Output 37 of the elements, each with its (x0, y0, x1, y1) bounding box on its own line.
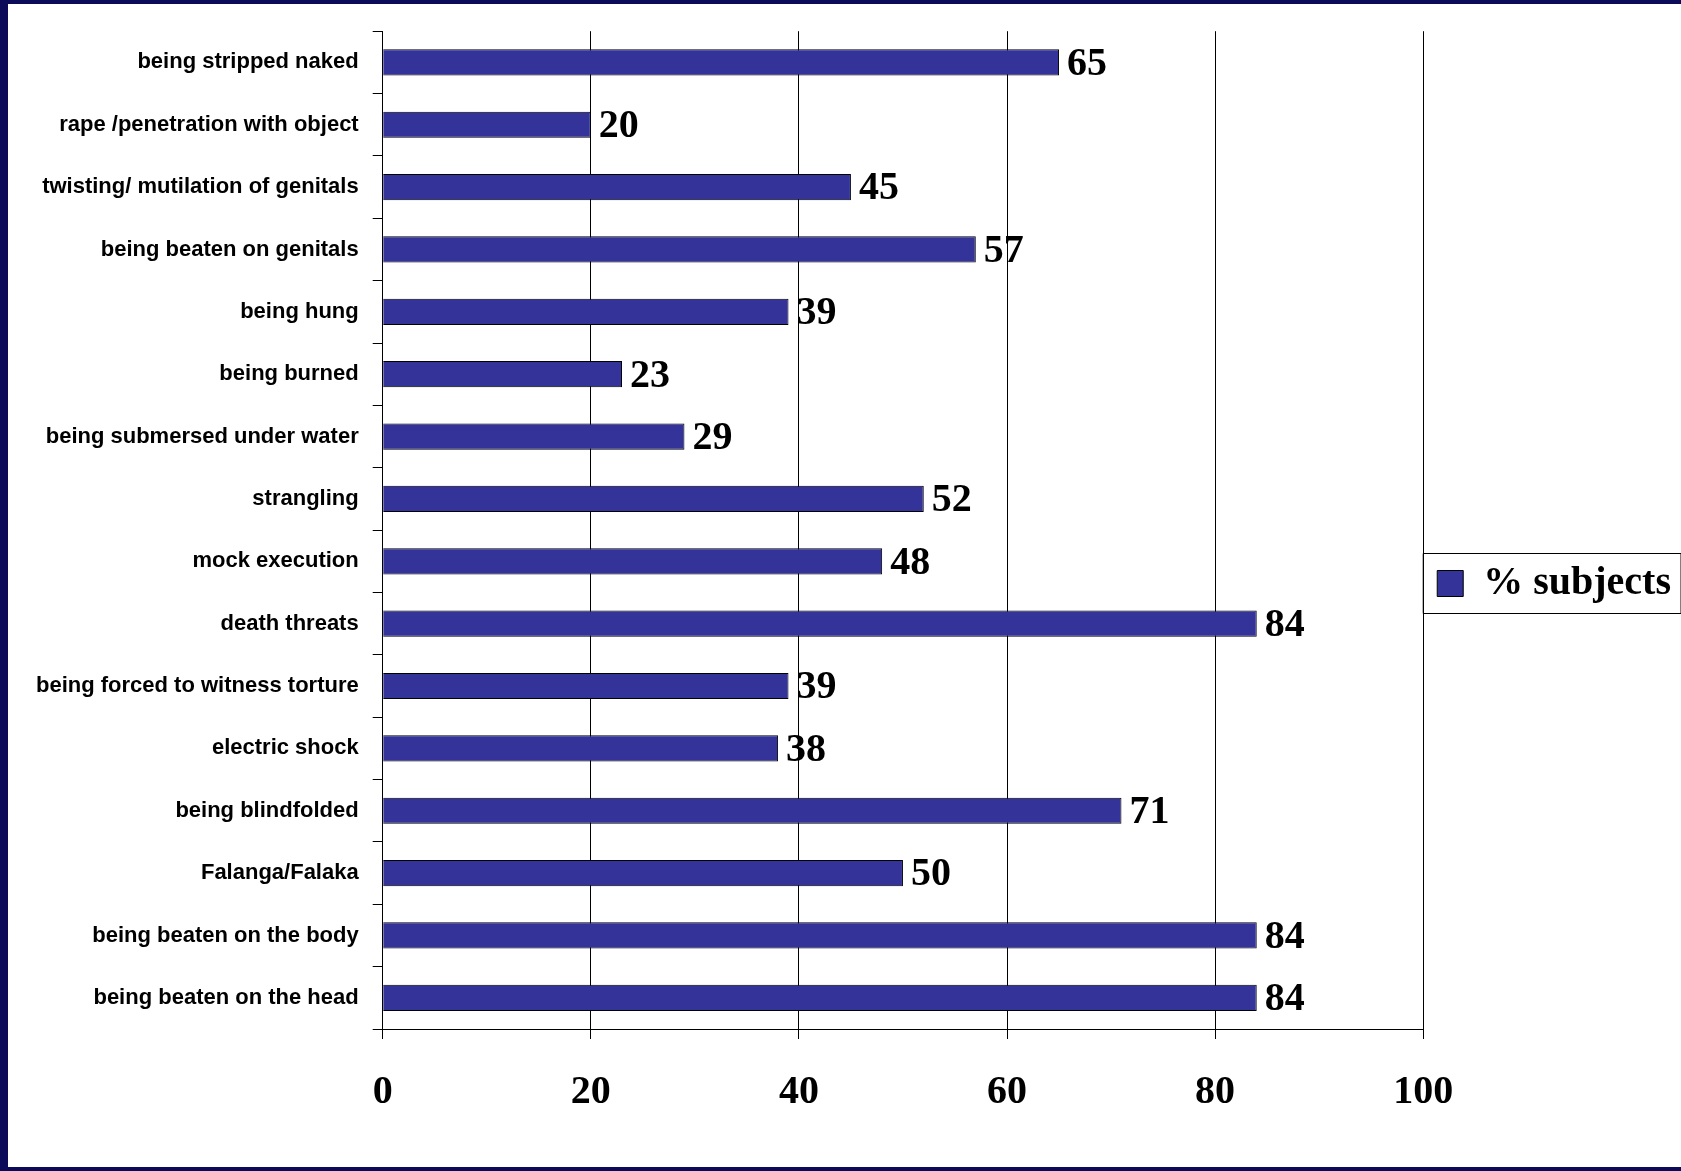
x-tick-label: 20 (570, 1067, 611, 1113)
data-label: 29 (692, 412, 733, 458)
x-tick-label: 60 (987, 1067, 1028, 1113)
x-tick-label: 80 (1195, 1067, 1236, 1113)
data-label: 20 (598, 101, 639, 147)
y-tick-label: rape /penetration with object (59, 110, 360, 136)
y-tick-label: being submersed under water (45, 422, 360, 448)
x-tick-label: 40 (778, 1067, 819, 1113)
data-label: 84 (1264, 974, 1305, 1020)
data-label: 23 (630, 350, 671, 396)
y-tick-label: being beaten on the body (92, 921, 360, 947)
x-tick-label: 0 (372, 1067, 393, 1113)
y-tick-label: Falanga/Falaka (200, 859, 360, 885)
legend-label: % subjects (1483, 557, 1672, 603)
y-tick-label: being beaten on the head (93, 983, 359, 1009)
data-label: 48 (890, 537, 931, 583)
y-tick-label: electric shock (211, 734, 360, 760)
data-label: 52 (931, 475, 972, 521)
y-tick-label: being burned (219, 360, 359, 386)
data-label: 45 (858, 163, 899, 209)
y-tick-label: being blindfolded (175, 796, 359, 822)
data-label: 39 (796, 288, 837, 334)
data-label: 65 (1067, 38, 1108, 84)
data-label: 71 (1129, 787, 1170, 833)
data-label: 84 (1264, 599, 1305, 645)
y-tick-label: twisting/ mutilation of genitals (42, 173, 359, 199)
x-tick-label: 100 (1393, 1067, 1454, 1113)
y-tick-label: mock execution (192, 547, 359, 573)
y-tick-label: being stripped naked (137, 48, 359, 74)
data-label: 84 (1264, 911, 1305, 957)
y-tick-label: being beaten on genitals (100, 235, 359, 261)
y-tick-label: being hung (240, 297, 359, 323)
data-label: 39 (796, 662, 837, 708)
y-tick-label: death threats (220, 609, 359, 635)
data-label: 50 (910, 849, 951, 895)
y-tick-label: being forced to witness torture (35, 672, 359, 698)
y-tick-label: strangling (252, 484, 359, 510)
